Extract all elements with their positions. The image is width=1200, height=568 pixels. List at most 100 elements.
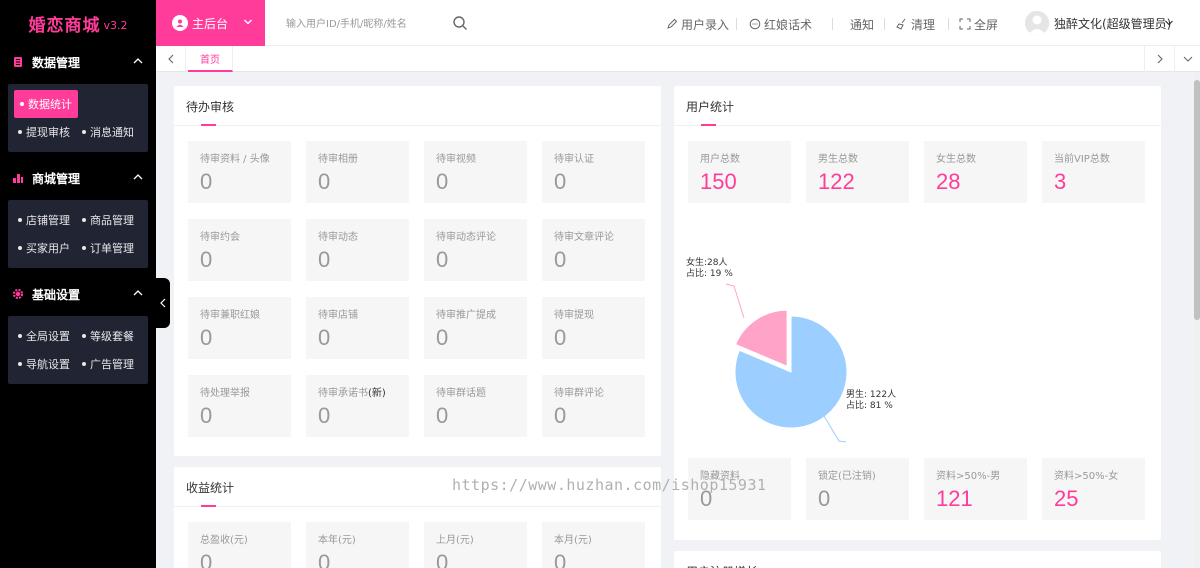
tab-home[interactable]: 首页	[188, 46, 233, 72]
stat-tile[interactable]: 本月(元) 0	[542, 522, 645, 568]
clear-cache-link[interactable]: 清理	[896, 15, 935, 33]
stat-tile[interactable]: 用户总数 150	[688, 141, 791, 203]
stat-value: 0	[436, 403, 449, 428]
stat-tile[interactable]: 待审承诺书(新) 0	[306, 375, 409, 437]
chevron-down-icon	[1183, 56, 1192, 62]
stat-label: 待审动态评论	[436, 232, 496, 243]
stat-value: 0	[554, 247, 567, 272]
bullet-icon	[18, 246, 22, 250]
stat-tile[interactable]: 待审群话题 0	[424, 375, 527, 437]
sidebar-item-label: 广告管理	[90, 358, 134, 371]
watermark-text: https://www.huzhan.com/ishop15931	[452, 476, 767, 494]
stat-tile[interactable]: 锁定(已注销) 0	[806, 458, 909, 520]
bullet-icon	[18, 218, 22, 222]
pie-leader-line	[823, 415, 847, 443]
pie-slice[interactable]	[734, 315, 848, 429]
stat-tile[interactable]: 资料>50%-女 25	[1042, 458, 1145, 520]
new-badge: (新)	[368, 388, 386, 399]
page-tabs-bar: 首页	[156, 46, 1200, 72]
broom-icon	[896, 18, 906, 30]
sidebar-group-label: 数据管理	[32, 55, 81, 70]
stat-tile[interactable]: 待审文章评论 0	[542, 219, 645, 281]
stat-tile[interactable]: 待审兼职红娘 0	[188, 297, 291, 359]
stat-label: 待审认证	[554, 154, 594, 165]
stat-tile[interactable]: 待审认证 0	[542, 141, 645, 203]
stat-tile[interactable]: 当前VIP总数 3	[1042, 141, 1145, 203]
stat-tile[interactable]: 总盈收(元) 0	[188, 522, 291, 568]
sidebar-item-orders[interactable]: 订单管理	[78, 234, 142, 262]
stat-tile[interactable]: 隐藏资料 0	[688, 458, 791, 520]
home-menu-button[interactable]: 主后台	[156, 0, 265, 46]
stat-label: 上月(元)	[436, 535, 474, 546]
sidebar-collapse-button[interactable]	[156, 278, 170, 328]
sidebar-item-label: 数据统计	[28, 98, 72, 111]
sidebar-item-shops[interactable]: 店铺管理	[14, 206, 78, 234]
user-entry-label: 用户录入	[681, 17, 730, 32]
sidebar-item-level-packages[interactable]: 等级套餐	[78, 322, 142, 350]
page-scrollbar[interactable]	[1194, 72, 1200, 568]
stat-tile[interactable]: 本年(元) 0	[306, 522, 409, 568]
sidebar-item-nav-settings[interactable]: 导航设置	[14, 350, 78, 378]
sidebar-submenu-mall: 店铺管理 商品管理 买家用户 订单管理	[8, 200, 148, 268]
card-title: 用户统计	[674, 86, 1161, 126]
pie-slice[interactable]	[734, 309, 788, 367]
sidebar-item-label: 买家用户	[26, 242, 70, 255]
stat-tile[interactable]: 待审视频 0	[424, 141, 527, 203]
bullet-icon	[82, 130, 86, 134]
stat-tile[interactable]: 待审动态 0	[306, 219, 409, 281]
sidebar-item-withdraw-review[interactable]: 提现审核	[14, 118, 78, 146]
stat-tile[interactable]: 待审动态评论 0	[424, 219, 527, 281]
sidebar-item-messages[interactable]: 消息通知	[78, 118, 142, 146]
sidebar-item-label: 订单管理	[90, 242, 134, 255]
sidebar-item-data-stats[interactable]: 数据统计	[14, 90, 78, 118]
avatar[interactable]	[1025, 11, 1049, 35]
chevron-down-icon[interactable]	[1164, 18, 1174, 28]
bullet-icon	[82, 362, 86, 366]
chevron-up-icon	[133, 290, 143, 296]
bullet-icon	[18, 130, 22, 134]
tabs-prev-button[interactable]	[156, 46, 186, 72]
search-input[interactable]	[286, 14, 456, 34]
user-name[interactable]: 独醉文化(超级管理员)	[1054, 17, 1172, 31]
stat-tile[interactable]: 资料>50%-男 121	[924, 458, 1027, 520]
stat-tile[interactable]: 待审店铺 0	[306, 297, 409, 359]
sidebar-item-global-settings[interactable]: 全局设置	[14, 322, 78, 350]
notifications-link[interactable]: 通知	[850, 15, 874, 33]
pending-review-card: 待办审核 待审资料 / 头像 0 待审相册 0 待审视频 0 待审认证 0 待审约会 0 待审动态 0…	[174, 86, 661, 456]
stat-value: 0	[200, 247, 213, 272]
matchmaker-scripts-link[interactable]: 红娘话术	[749, 15, 812, 33]
stat-tile[interactable]: 男生总数 122	[806, 141, 909, 203]
sidebar-item-ads[interactable]: 广告管理	[78, 350, 142, 378]
stat-tile[interactable]: 待审群评论 0	[542, 375, 645, 437]
stat-value: 0	[436, 247, 449, 272]
bullet-icon	[18, 334, 22, 338]
tabs-next-button[interactable]	[1144, 46, 1174, 72]
stat-label: 资料>50%-男	[936, 471, 1001, 482]
stat-tile[interactable]: 上月(元) 0	[424, 522, 527, 568]
fullscreen-link[interactable]: 全屏	[959, 15, 998, 33]
stat-tile[interactable]: 待审提现 0	[542, 297, 645, 359]
income-stats-card: 收益统计 总盈收(元) 0 本年(元) 0 上月(元) 0 本月(元) 0	[174, 467, 661, 568]
sidebar-item-products[interactable]: 商品管理	[78, 206, 142, 234]
stat-tile[interactable]: 待审相册 0	[306, 141, 409, 203]
pie-leader-line	[725, 283, 745, 319]
stat-tile[interactable]: 待审推广提成 0	[424, 297, 527, 359]
card-title: 待办审核	[174, 86, 661, 126]
sidebar-item-buyers[interactable]: 买家用户	[14, 234, 78, 262]
search-icon[interactable]	[452, 15, 468, 31]
stat-tile[interactable]: 待审资料 / 头像 0	[188, 141, 291, 203]
stat-value: 0	[554, 325, 567, 350]
sidebar-group-settings[interactable]: 基础设置	[0, 278, 156, 310]
stat-tile[interactable]: 待审约会 0	[188, 219, 291, 281]
stat-tile[interactable]: 女生总数 28	[924, 141, 1027, 203]
stat-value: 0	[318, 247, 331, 272]
bullet-icon	[82, 218, 86, 222]
user-entry-link[interactable]: 用户录入	[666, 15, 729, 33]
stat-value: 0	[200, 325, 213, 350]
tabs-menu-button[interactable]	[1174, 46, 1200, 72]
stat-tile[interactable]: 待处理举报 0	[188, 375, 291, 437]
sidebar-group-mall[interactable]: 商城管理	[0, 162, 156, 194]
scrollbar-thumb[interactable]	[1194, 80, 1200, 320]
sidebar-group-data[interactable]: 数据管理	[0, 46, 156, 78]
stat-value: 0	[436, 325, 449, 350]
